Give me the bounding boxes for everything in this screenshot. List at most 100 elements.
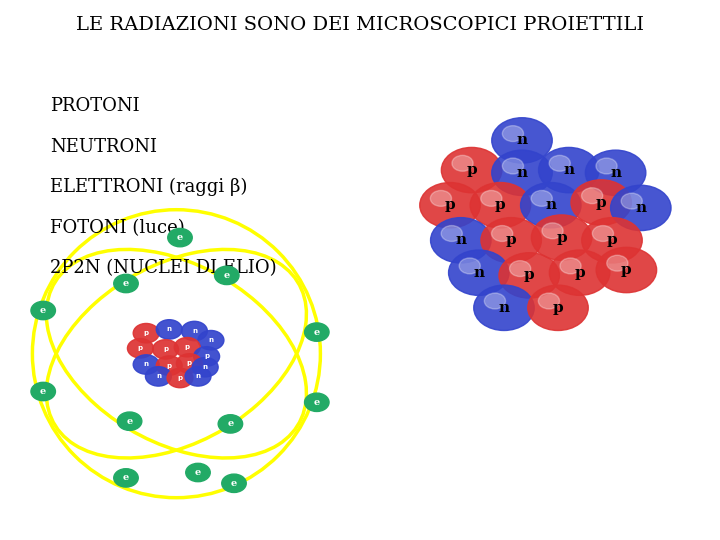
- Text: e: e: [314, 398, 320, 407]
- Text: NEUTRONI: NEUTRONI: [50, 138, 158, 156]
- Circle shape: [181, 321, 207, 341]
- Text: n: n: [516, 166, 528, 180]
- Circle shape: [549, 156, 570, 171]
- Circle shape: [185, 367, 211, 386]
- Text: p: p: [524, 268, 534, 282]
- Text: p: p: [204, 353, 210, 360]
- Circle shape: [459, 258, 480, 274]
- Circle shape: [114, 469, 138, 487]
- Circle shape: [431, 218, 491, 263]
- Circle shape: [528, 285, 588, 330]
- Circle shape: [503, 158, 523, 174]
- Circle shape: [156, 320, 182, 339]
- Text: e: e: [127, 417, 132, 426]
- Circle shape: [133, 355, 159, 374]
- Text: p: p: [557, 231, 567, 245]
- Circle shape: [621, 193, 642, 209]
- Circle shape: [492, 226, 513, 241]
- Circle shape: [503, 126, 523, 141]
- Circle shape: [571, 180, 631, 225]
- Circle shape: [521, 183, 581, 228]
- Circle shape: [499, 253, 559, 298]
- Circle shape: [198, 330, 224, 350]
- Text: p: p: [138, 345, 143, 352]
- Circle shape: [133, 323, 159, 343]
- Circle shape: [582, 188, 603, 204]
- Circle shape: [222, 474, 246, 492]
- Circle shape: [470, 183, 531, 228]
- Circle shape: [596, 247, 657, 293]
- Text: n: n: [473, 266, 485, 280]
- Circle shape: [510, 261, 531, 276]
- Circle shape: [607, 255, 628, 271]
- Circle shape: [582, 218, 642, 263]
- Circle shape: [215, 266, 239, 285]
- Circle shape: [539, 293, 559, 309]
- Text: n: n: [635, 201, 647, 215]
- Circle shape: [117, 412, 142, 430]
- Circle shape: [481, 218, 541, 263]
- Text: e: e: [123, 279, 129, 288]
- Text: p: p: [607, 233, 617, 247]
- Circle shape: [127, 339, 153, 358]
- Text: p: p: [621, 263, 631, 277]
- Text: n: n: [516, 133, 528, 147]
- Text: p: p: [177, 375, 183, 381]
- Text: n: n: [545, 198, 557, 212]
- Text: n: n: [203, 364, 207, 370]
- Text: p: p: [186, 360, 192, 367]
- Circle shape: [153, 340, 179, 359]
- Text: p: p: [495, 198, 505, 212]
- Circle shape: [481, 191, 502, 206]
- Circle shape: [186, 463, 210, 482]
- Text: n: n: [196, 373, 200, 380]
- Circle shape: [492, 118, 552, 163]
- Circle shape: [560, 258, 581, 274]
- Text: p: p: [596, 195, 606, 210]
- Circle shape: [145, 367, 171, 386]
- Circle shape: [441, 147, 502, 193]
- Text: p: p: [553, 301, 563, 315]
- Circle shape: [611, 185, 671, 231]
- Circle shape: [174, 338, 200, 357]
- Text: p: p: [166, 362, 172, 369]
- Circle shape: [492, 150, 552, 195]
- Text: e: e: [40, 387, 46, 396]
- Circle shape: [542, 223, 563, 239]
- Circle shape: [218, 415, 243, 433]
- Circle shape: [474, 285, 534, 330]
- Circle shape: [549, 250, 610, 295]
- Circle shape: [539, 147, 599, 193]
- Text: n: n: [167, 326, 171, 333]
- Text: 2P2N (NUCLEI DI ELIO): 2P2N (NUCLEI DI ELIO): [50, 259, 277, 277]
- Circle shape: [531, 215, 592, 260]
- Circle shape: [305, 323, 329, 341]
- Text: p: p: [506, 233, 516, 247]
- Text: n: n: [563, 163, 575, 177]
- Text: e: e: [123, 474, 129, 482]
- Circle shape: [531, 191, 552, 206]
- Text: n: n: [455, 233, 467, 247]
- Circle shape: [431, 191, 451, 206]
- Circle shape: [305, 393, 329, 411]
- Circle shape: [441, 226, 462, 241]
- Circle shape: [114, 274, 138, 293]
- Text: FOTONI (luce): FOTONI (luce): [50, 219, 185, 237]
- Text: p: p: [163, 346, 168, 353]
- Text: e: e: [228, 420, 233, 428]
- Text: n: n: [498, 301, 510, 315]
- Circle shape: [168, 228, 192, 247]
- Text: LE RADIAZIONI SONO DEI MICROSCOPICI PROIETTILI: LE RADIAZIONI SONO DEI MICROSCOPICI PROI…: [76, 16, 644, 34]
- Circle shape: [192, 357, 218, 377]
- Circle shape: [194, 347, 220, 366]
- Text: p: p: [184, 344, 190, 350]
- Circle shape: [31, 382, 55, 401]
- Circle shape: [485, 293, 505, 309]
- Text: n: n: [144, 361, 148, 368]
- Circle shape: [585, 150, 646, 195]
- Text: n: n: [156, 373, 161, 380]
- Circle shape: [167, 368, 193, 388]
- Text: PROTONI: PROTONI: [50, 97, 140, 115]
- Text: e: e: [231, 479, 237, 488]
- Text: p: p: [467, 163, 477, 177]
